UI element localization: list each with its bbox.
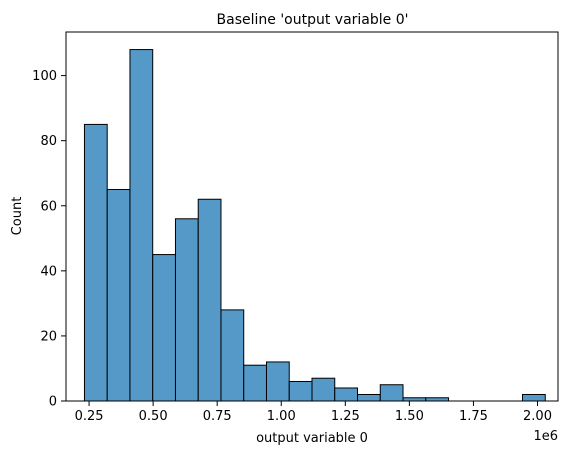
x-tick-label: 0.50 xyxy=(139,409,168,424)
histogram-bar-1 xyxy=(106,188,131,402)
x-tick-label: 1.00 xyxy=(267,409,296,424)
histogram-bar-5 xyxy=(197,198,222,402)
histogram-bar-4 xyxy=(174,218,199,402)
x-axis-ticks: 0.25 0.50 0.75 1.00 1.25 1.50 1.75 2.00 xyxy=(75,401,552,424)
histogram-bar-3 xyxy=(152,254,176,402)
x-axis-offset-label: 1e6 xyxy=(533,429,558,444)
x-tick-label: 1.25 xyxy=(331,409,360,424)
x-tick-label: 2.00 xyxy=(523,409,552,424)
histogram-bar-12 xyxy=(357,393,381,402)
histogram-bar-20 xyxy=(522,393,546,402)
x-axis-label: output variable 0 xyxy=(256,431,368,446)
y-tick-label: 20 xyxy=(40,329,57,344)
y-tick-label: 100 xyxy=(32,69,57,84)
histogram-bar-11 xyxy=(334,387,358,402)
chart-title: Baseline 'output variable 0' xyxy=(217,12,409,28)
histogram-bar-9 xyxy=(288,380,313,402)
y-tick-label: 80 xyxy=(40,134,57,149)
x-tick-label: 0.75 xyxy=(203,409,232,424)
histogram-bar-2 xyxy=(129,49,154,402)
y-tick-label: 40 xyxy=(40,264,57,279)
histogram-bar-6 xyxy=(220,309,245,402)
y-tick-label: 0 xyxy=(49,395,57,410)
plot-area-frame xyxy=(65,31,559,402)
x-tick-label: 1.75 xyxy=(459,409,488,424)
histogram-bar-0 xyxy=(83,123,108,402)
y-axis-ticks: 0 20 40 60 80 100 xyxy=(32,69,66,410)
x-tick-label: 1.50 xyxy=(395,409,424,424)
histogram-bar-10 xyxy=(311,377,336,402)
y-tick-label: 60 xyxy=(40,199,57,214)
x-tick-label: 0.25 xyxy=(75,409,104,424)
histogram-bars xyxy=(83,49,546,402)
histogram-bar-8 xyxy=(265,361,290,402)
histogram-bar-7 xyxy=(243,364,267,402)
y-axis-label: Count xyxy=(10,197,25,236)
histogram-bar-13 xyxy=(379,384,404,402)
